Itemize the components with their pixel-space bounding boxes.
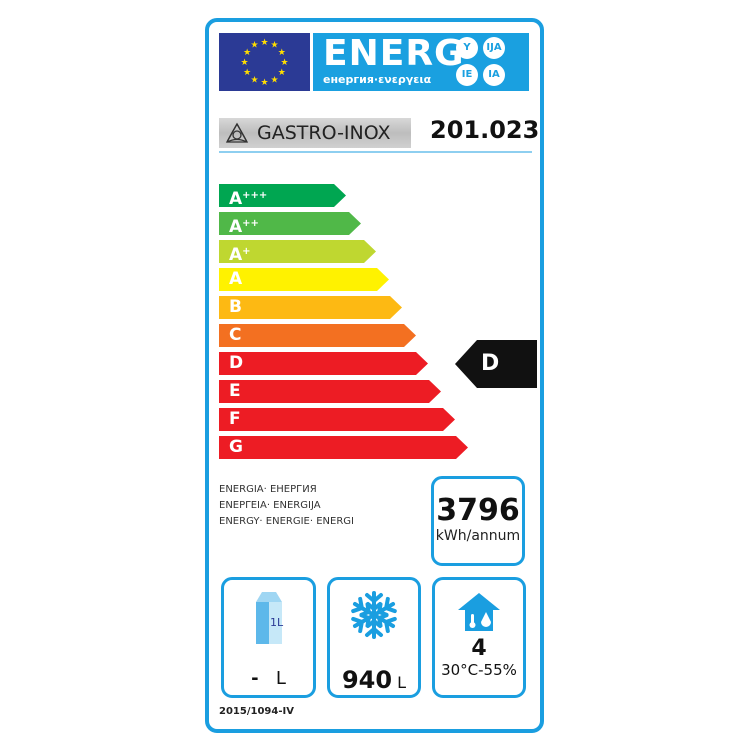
star-icon: ★ (278, 68, 286, 78)
efficiency-bar: A++ (219, 212, 361, 235)
climate-range: 30°C-55% (441, 661, 517, 679)
bar-label: B (229, 297, 242, 317)
snowflake-icon (349, 591, 399, 639)
energy-banner: ENERG енергия·ενεργεια Y IJA IE IA (313, 33, 529, 91)
label-frame (205, 18, 544, 733)
star-icon: ★ (270, 41, 278, 51)
frozen-unit: L (397, 673, 407, 692)
frozen-volume-box: 940 L (327, 577, 421, 698)
efficiency-bar: E (219, 380, 441, 403)
energy-word-line: ΕΝΕΡΓΕΙΑ· ENERGIJA (219, 500, 321, 511)
suffix-ija: IJA (483, 37, 505, 59)
suffix-y: Y (456, 37, 478, 59)
energ-subtitle: енергия·ενεργεια (323, 73, 432, 86)
consumption-value: 3796 (436, 493, 520, 528)
bar-label: A (229, 245, 243, 265)
brand-name: GASTRO-INOX (257, 122, 391, 144)
star-icon: ★ (243, 68, 251, 78)
star-icon: ★ (240, 58, 248, 68)
regulation-ref: 2015/1094-IV (219, 706, 294, 717)
efficiency-bar: A (219, 268, 389, 291)
consumption-unit: kWh/annum (435, 528, 521, 544)
bar-label: C (229, 325, 242, 345)
model-number: 201.023 (430, 116, 540, 144)
energy-word-line: ENERGY· ENERGIE· ENERGI (219, 516, 354, 527)
energ-title: ENERG (323, 33, 465, 74)
triquetra-logo-icon (225, 122, 249, 143)
star-icon: ★ (250, 41, 258, 51)
eu-flag: ★ ★ ★ ★ ★ ★ ★ ★ ★ ★ ★ ★ (219, 33, 310, 91)
climate-class: 4 (471, 636, 487, 661)
house-climate-icon (458, 593, 500, 631)
bar-plus: ++ (242, 218, 259, 229)
carton-label: 1L (270, 616, 284, 629)
chilled-volume-box: 1L - L (221, 577, 316, 698)
bar-plus: + (242, 246, 251, 257)
efficiency-bar: G (219, 436, 468, 459)
suffix-ie: IE (456, 64, 478, 86)
chilled-value: - (251, 668, 259, 689)
star-icon: ★ (260, 38, 268, 48)
star-icon: ★ (270, 75, 278, 85)
star-icon: ★ (250, 75, 258, 85)
star-icon: ★ (278, 48, 286, 58)
efficiency-bar: F (219, 408, 455, 431)
bar-plus: +++ (242, 190, 268, 201)
efficiency-bar: A+ (219, 240, 376, 263)
efficiency-bar: B (219, 296, 402, 319)
star-icon: ★ (243, 48, 251, 58)
energy-word-line: ENERGIA· ЕНЕРГИЯ (219, 484, 317, 495)
bar-label: A (229, 269, 243, 289)
climate-class-box: 4 30°C-55% (432, 577, 526, 698)
bar-label: A (229, 189, 243, 209)
bar-label: A (229, 217, 243, 237)
efficiency-bar: D (219, 352, 428, 375)
energy-words: ENERGIA· ЕНЕРГИЯ ΕΝΕΡΓΕΙΑ· ENERGIJA ENER… (219, 482, 354, 530)
bar-label: D (229, 353, 244, 373)
efficiency-bar: C (219, 324, 416, 347)
bar-label: E (229, 381, 241, 401)
consumption-box: 3796 kWh/annum (431, 476, 525, 566)
eu-stars-icon: ★ ★★★★★★★★★★★ (240, 38, 288, 88)
bar-label: F (229, 409, 241, 429)
divider (219, 151, 532, 153)
frozen-value: 940 (341, 666, 393, 694)
brand-plate: GASTRO-INOX (219, 118, 411, 148)
bar-label: G (229, 437, 243, 457)
suffix-ia: IA (483, 64, 505, 86)
milk-carton-icon: 1L (255, 592, 284, 644)
star-icon: ★ (260, 78, 268, 88)
efficiency-bar: A+++ (219, 184, 346, 207)
chilled-unit: L (275, 668, 286, 689)
star-icon: ★ (280, 58, 288, 68)
